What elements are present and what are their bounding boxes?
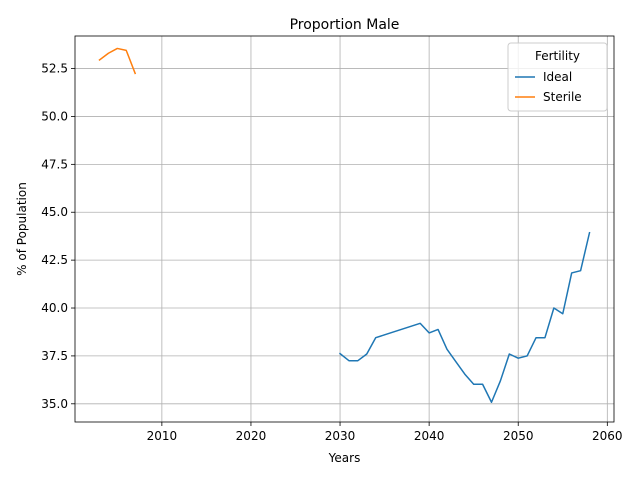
legend-label-ideal: Ideal [543,70,572,84]
x-tick-label: 2030 [325,429,356,443]
x-tick-label: 2050 [503,429,534,443]
series-line-sterile [98,47,137,75]
plot-frame [74,35,615,423]
legend: Fertility Ideal Sterile [507,42,608,112]
y-tick-label: 52.5 [41,62,68,76]
chart-title: Proportion Male [290,17,400,33]
x-tick-label: 2060 [592,429,623,443]
y-tick-label: 45.0 [41,205,68,219]
x-axis-label: Years [328,451,361,465]
x-tick-label: 2020 [236,429,267,443]
y-tick-label: 37.5 [41,349,68,363]
y-tick-label: 42.5 [41,253,68,267]
y-tick-label: 35.0 [41,397,68,411]
y-tick-label: 50.0 [41,109,68,123]
series-lines [98,47,591,404]
x-axis-ticks: 2010 2020 2030 2040 2050 2060 [147,422,623,443]
x-tick-label: 2040 [414,429,445,443]
y-axis-ticks: 35.0 37.5 40.0 42.5 45.0 47.5 50.0 52.5 [41,62,75,411]
legend-label-sterile: Sterile [543,90,582,104]
legend-box [507,42,608,112]
y-axis-label: % of Population [15,182,29,276]
x-tick-label: 2010 [147,429,178,443]
y-tick-label: 40.0 [41,301,68,315]
legend-title: Fertility [535,49,580,63]
y-tick-label: 47.5 [41,157,68,171]
series-line-ideal [338,231,591,404]
